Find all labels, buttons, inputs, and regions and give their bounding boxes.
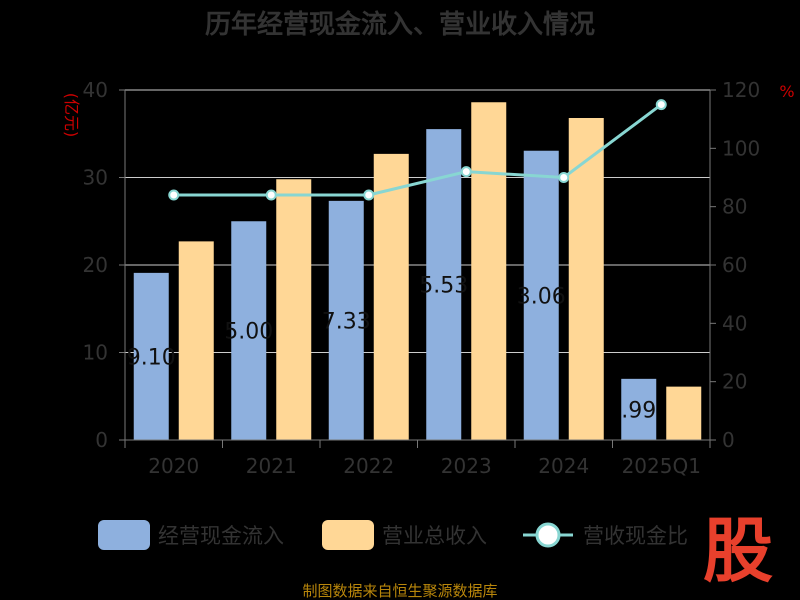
bar-value-label: 5.00: [224, 320, 273, 345]
ratio-point: [168, 189, 180, 201]
ratio-point: [558, 172, 570, 183]
gridlines: [125, 89, 710, 353]
left-tick-label: 10: [83, 341, 108, 365]
axes: 0 10 20 30 40 0 20 40 60 80 100 120 2020 2021 2022 2023…: [83, 78, 761, 478]
bar-cash-inflow: [328, 200, 364, 440]
legend-label-revenue: 营业总收入: [382, 524, 487, 548]
x-tick-label: 2021: [246, 454, 297, 478]
right-tick-label: 40: [722, 311, 747, 335]
legend-swatch-ratio-marker: [535, 522, 561, 548]
legend-label-ratio: 营收现金比: [583, 524, 688, 548]
x-tick-label: 2020: [148, 454, 199, 478]
ratio-point: [460, 166, 472, 178]
bars: [133, 102, 702, 441]
bar-value-label: 7.33: [322, 309, 371, 334]
bar-cash-inflow: [133, 272, 169, 440]
right-tick-label: 120: [722, 78, 760, 102]
bar-value-label: 3.06: [517, 284, 566, 309]
right-tick-label: 60: [722, 253, 747, 277]
ratio-point: [655, 99, 667, 111]
legend-swatch-revenue: [322, 520, 374, 550]
bar-cash-inflow: [621, 378, 657, 440]
left-tick-label: 0: [95, 428, 108, 452]
legend-swatch-cash-inflow: [98, 520, 150, 550]
left-axis-unit: (亿元): [62, 93, 81, 138]
right-tick-label: 0: [722, 428, 735, 452]
x-tick-label: 2023: [441, 454, 492, 478]
left-tick-label: 20: [83, 253, 108, 277]
bar-cash-inflow: [231, 221, 267, 440]
legend-label-cash-inflow: 经营现金流入: [158, 524, 284, 548]
bar-revenue: [373, 153, 409, 440]
chart-title: 历年经营现金流入、营业收入情况: [205, 9, 595, 40]
bar-value-label: .99: [621, 398, 656, 423]
bar-cash-inflow: [523, 150, 559, 440]
ratio-point: [265, 189, 277, 201]
x-tick-label: 2025Q1: [622, 454, 701, 478]
left-tick-label: 30: [83, 166, 108, 190]
bar-value-label: 5.53: [419, 274, 468, 299]
legend: 经营现金流入 营业总收入 营收现金比: [98, 520, 688, 550]
bar-value-label: 9.10: [127, 345, 176, 370]
left-tick-label: 40: [83, 78, 108, 102]
bar-value-labels: 9.10 5.00 7.33 5.53 3.06 .99: [127, 274, 656, 424]
brand-logo: 股: [703, 510, 773, 592]
bar-revenue: [666, 386, 702, 440]
ratio-line: [173, 103, 663, 197]
x-tick-label: 2024: [538, 454, 589, 478]
right-tick-label: 20: [722, 370, 747, 394]
ratio-point: [363, 189, 375, 201]
ratio-line-series: [168, 99, 667, 201]
right-tick-label: 80: [722, 195, 747, 219]
x-tick-label: 2022: [343, 454, 394, 478]
source-note: 制图数据来自恒生聚源数据库: [302, 582, 497, 600]
right-axis-unit: %: [779, 82, 794, 101]
bar-revenue: [276, 179, 312, 440]
bar-revenue: [471, 102, 507, 440]
bar-revenue: [568, 118, 604, 440]
right-tick-label: 100: [722, 136, 760, 160]
bar-revenue: [178, 241, 214, 440]
